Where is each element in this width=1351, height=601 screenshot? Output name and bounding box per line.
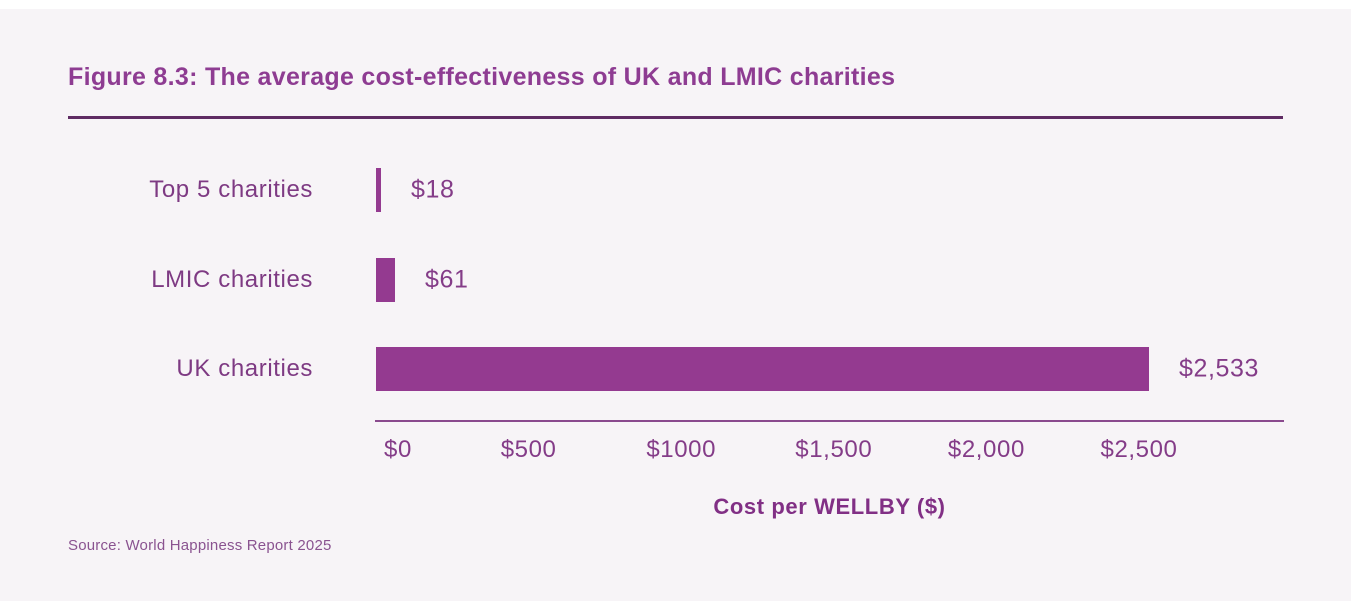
x-tick-label: $0 [384,436,412,463]
bar [376,258,395,302]
category-label: LMIC charities [151,266,313,293]
top-border [0,0,1351,9]
x-tick-label: $2,500 [1100,436,1178,463]
bar [376,347,1149,391]
x-axis-title: Cost per WELLBY ($) [713,494,946,519]
category-label: Top 5 charities [149,176,313,203]
source-note: Source: World Happiness Report 2025 [68,537,332,554]
title-divider [68,116,1283,119]
value-label: $2,533 [1179,354,1260,383]
x-axis-line [375,420,1284,422]
category-label: UK charities [176,355,313,382]
figure-title: Figure 8.3: The average cost-effectivene… [68,63,896,91]
value-label: $18 [411,175,455,204]
x-tick-label: $1000 [646,436,717,463]
x-tick-label: $2,000 [947,436,1025,463]
x-tick-label: $500 [500,436,557,463]
value-label: $61 [425,265,469,294]
bar [376,168,381,212]
x-tick-label: $1,500 [795,436,873,463]
